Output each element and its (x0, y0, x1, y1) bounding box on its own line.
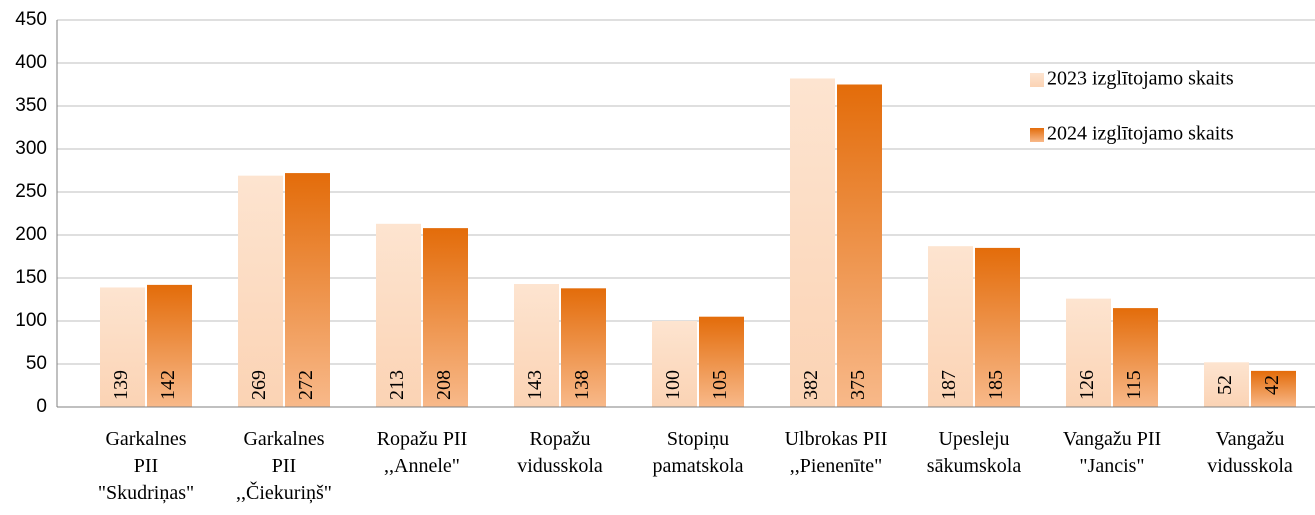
legend-label: 2023 izglītojamo skaits (1047, 68, 1234, 90)
y-tick-label: 50 (26, 353, 47, 374)
bar (285, 173, 330, 407)
data-label: 142 (157, 370, 179, 400)
bar (376, 223, 421, 407)
legend-swatch (1030, 73, 1044, 87)
data-label: 139 (110, 370, 132, 400)
bar (147, 284, 192, 407)
x-tick-label: Ropažu vidusskola (517, 428, 603, 477)
data-label: 269 (248, 370, 270, 400)
x-tick-label: Garkalnes PII "Skudriņas" (98, 428, 194, 504)
bar (928, 246, 973, 407)
x-tick-label: Garkalnes PII ,,Čiekuriņš" (236, 428, 332, 504)
bar (423, 228, 468, 407)
data-label: 143 (524, 370, 546, 400)
data-label: 375 (847, 370, 869, 400)
data-label: 185 (985, 370, 1007, 400)
y-tick-label: 250 (15, 181, 47, 202)
bar (837, 84, 882, 407)
y-tick-label: 150 (15, 267, 47, 288)
bar (1113, 308, 1158, 407)
x-tick-label: Upesleju sākumskola (927, 428, 1022, 477)
y-tick-label: 400 (15, 52, 47, 73)
bar (1066, 298, 1111, 407)
data-label: 105 (709, 370, 731, 400)
data-label: 52 (1214, 375, 1236, 395)
bar (1251, 370, 1296, 407)
data-label: 42 (1261, 375, 1283, 395)
data-label: 115 (1123, 370, 1145, 399)
bar (975, 247, 1020, 407)
legend-label: 2024 izglītojamo skaits (1047, 123, 1234, 145)
data-label: 213 (386, 370, 408, 400)
y-tick-label: 300 (15, 138, 47, 159)
bar (238, 175, 283, 407)
x-tick-label: Stopiņu pamatskola (652, 428, 743, 477)
legend-swatch (1030, 128, 1044, 142)
data-label: 100 (662, 370, 684, 400)
bar (100, 287, 145, 407)
x-tick-label: Ropažu PII ,,Annele" (377, 428, 468, 477)
y-tick-label: 350 (15, 95, 47, 116)
bar (1204, 362, 1249, 407)
y-tick-label: 450 (15, 9, 47, 30)
data-label: 138 (571, 370, 593, 400)
y-tick-label: 100 (15, 310, 47, 331)
bar (652, 321, 697, 407)
x-tick-label: Ulbrokas PII ,,Pienenīte" (785, 428, 888, 477)
bar (514, 284, 559, 407)
data-label: 187 (938, 370, 960, 400)
data-label: 382 (800, 370, 822, 400)
data-label: 126 (1076, 370, 1098, 400)
bar (699, 316, 744, 407)
y-tick-label: 0 (36, 396, 47, 417)
bar (561, 288, 606, 407)
x-tick-label: Vangažu PII "Jancis" (1063, 428, 1161, 477)
data-label: 208 (433, 370, 455, 400)
data-label: 272 (295, 370, 317, 400)
x-tick-label: Vangažu vidusskola (1207, 428, 1293, 477)
bar (790, 78, 835, 407)
y-tick-label: 200 (15, 224, 47, 245)
